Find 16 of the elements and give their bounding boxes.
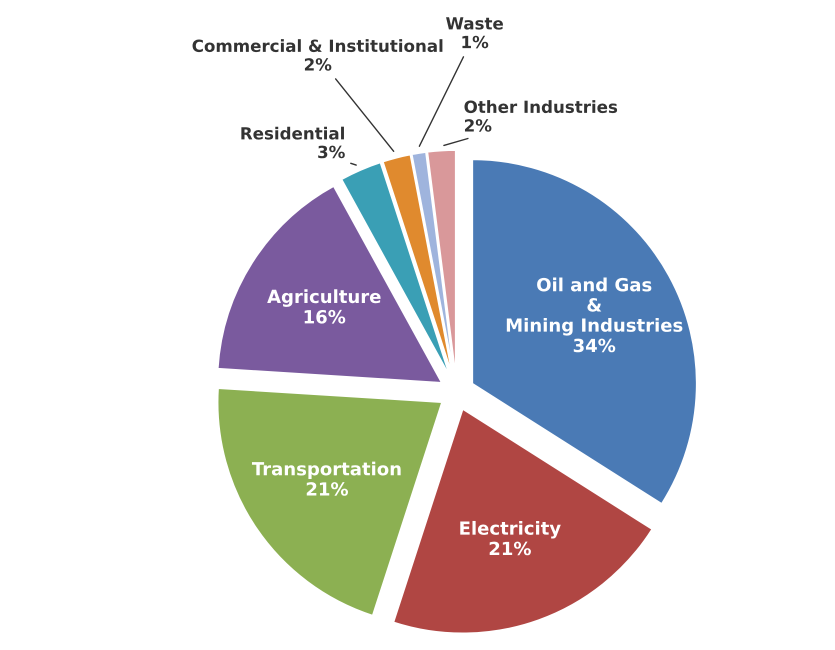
data-label: 3% bbox=[318, 146, 345, 158]
data-label: 1% bbox=[462, 36, 488, 48]
data-label: 16% bbox=[304, 310, 346, 324]
slice-label: Waste bbox=[446, 17, 503, 30]
slice-label: Transportation bbox=[252, 462, 401, 480]
slice-label: Agriculture bbox=[267, 289, 381, 307]
slice-label: Residential bbox=[241, 126, 344, 140]
data-label: 34% bbox=[574, 338, 616, 352]
slice-label: Commercial & Institutional bbox=[192, 39, 442, 52]
slice-label: Oil and Gas & Mining Industries bbox=[506, 278, 682, 336]
slice-label: Other Industries bbox=[464, 100, 618, 114]
data-label: 21% bbox=[306, 482, 348, 496]
data-label: 2% bbox=[304, 58, 332, 71]
data-label: 2% bbox=[464, 119, 492, 132]
slice-label: Electricity bbox=[460, 520, 561, 539]
data-label: 21% bbox=[490, 542, 531, 556]
